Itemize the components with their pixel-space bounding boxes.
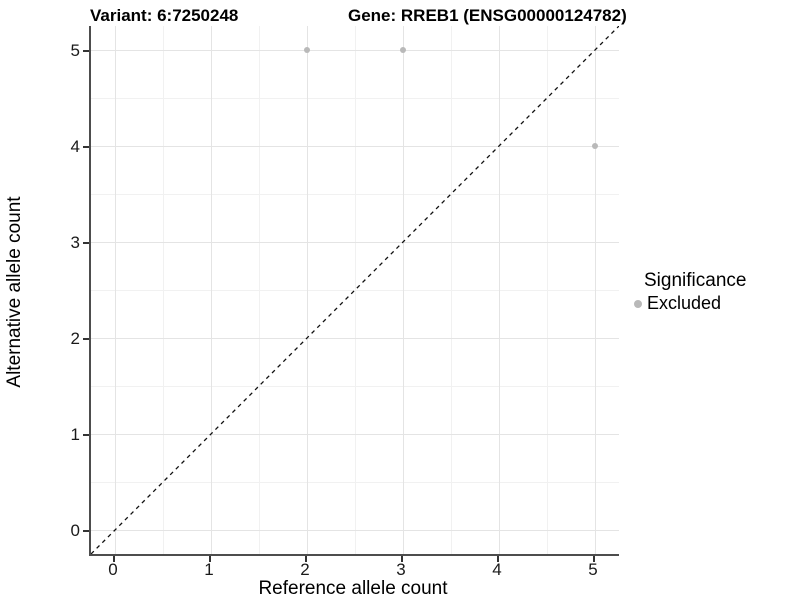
y-axis-tick-label: 5 (70, 41, 80, 60)
gridline-minor-horizontal (91, 386, 619, 387)
legend-title: Significance (644, 270, 747, 291)
y-axis-tick-mark (83, 338, 89, 340)
y-axis-tick-label: 4 (70, 137, 80, 156)
gridline-major-vertical (115, 26, 116, 554)
data-point (303, 46, 311, 54)
gridline-major-vertical (403, 26, 404, 554)
y-axis-tick-label: 2 (70, 329, 80, 348)
x-axis-tick-mark (497, 556, 499, 562)
x-axis-tick-label: 1 (204, 560, 214, 579)
y-axis-tick-mark (83, 146, 89, 148)
legend-item-excluded: Excluded (634, 293, 746, 314)
legend-item-label: Excluded (647, 293, 722, 313)
gridline-major-vertical (499, 26, 500, 554)
gridline-major-horizontal (91, 146, 619, 147)
gridline-major-horizontal (91, 434, 619, 435)
x-axis-tick-mark (209, 556, 211, 562)
x-axis-tick-mark (401, 556, 403, 562)
gridline-major-vertical (595, 26, 596, 554)
plot-panel (89, 26, 619, 556)
y-axis-tick-mark (83, 242, 89, 244)
gridline-major-horizontal (91, 242, 619, 243)
x-axis-tick-label: 0 (108, 560, 118, 579)
data-point (399, 46, 407, 54)
gridline-minor-horizontal (91, 482, 619, 483)
gridline-major-horizontal (91, 530, 619, 531)
gridline-minor-horizontal (91, 290, 619, 291)
x-axis-title: Reference allele count (258, 578, 448, 599)
x-axis-tick-mark (305, 556, 307, 562)
x-axis-tick-mark (593, 556, 595, 562)
x-axis-tick-label: 5 (588, 560, 598, 579)
gridline-major-horizontal (91, 50, 619, 51)
legend-point-icon (634, 299, 642, 308)
gridline-minor-horizontal (91, 98, 619, 99)
plot-title-variant: Variant: 6:7250248 (90, 6, 239, 25)
plot-title-gene: Gene: RREB1 (ENSG00000124782) (348, 6, 627, 25)
x-axis-tick-label: 4 (492, 560, 502, 579)
gridline-major-vertical (211, 26, 212, 554)
y-axis-tick-label: 1 (70, 425, 80, 444)
legend: Significance Excluded (634, 270, 746, 314)
y-axis-title: Alternative allele count (4, 196, 25, 388)
x-axis-tick-label: 3 (396, 560, 406, 579)
x-axis-tick-label: 2 (300, 560, 310, 579)
data-point (591, 142, 599, 150)
gridline-major-vertical (307, 26, 308, 554)
y-axis-tick-label: 3 (70, 233, 80, 252)
y-axis-tick-label: 0 (70, 521, 80, 540)
y-axis-tick-mark (83, 530, 89, 532)
gridline-minor-horizontal (91, 194, 619, 195)
gridline-major-horizontal (91, 338, 619, 339)
x-axis-tick-mark (113, 556, 115, 562)
y-axis-tick-mark (83, 50, 89, 52)
y-axis-tick-mark (83, 434, 89, 436)
